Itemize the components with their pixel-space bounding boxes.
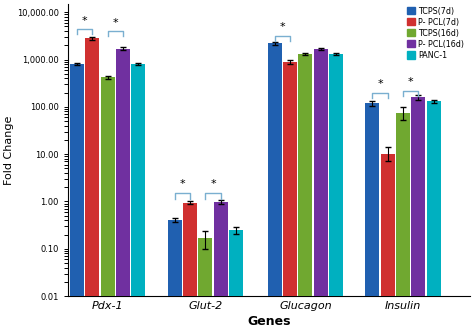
- Text: *: *: [280, 22, 285, 32]
- Y-axis label: Fold Change: Fold Change: [4, 115, 14, 185]
- Bar: [214, 202, 228, 332]
- Text: *: *: [408, 77, 413, 87]
- Bar: [198, 238, 212, 332]
- Text: *: *: [210, 179, 216, 189]
- Bar: [329, 54, 343, 332]
- Bar: [396, 113, 410, 332]
- Legend: TCPS(7d), P- PCL(7d), TCPS(16d), P- PCL(16d), PANC-1: TCPS(7d), P- PCL(7d), TCPS(16d), P- PCL(…: [406, 5, 466, 61]
- Bar: [381, 154, 395, 332]
- Bar: [116, 48, 130, 332]
- Text: *: *: [82, 16, 88, 26]
- Text: *: *: [180, 179, 185, 189]
- Bar: [268, 43, 282, 332]
- Text: *: *: [112, 18, 118, 28]
- Bar: [70, 64, 84, 332]
- Bar: [100, 77, 115, 332]
- Bar: [168, 220, 182, 332]
- Bar: [85, 39, 100, 332]
- Bar: [314, 48, 328, 332]
- Bar: [427, 102, 441, 332]
- Bar: [298, 54, 312, 332]
- Text: *: *: [377, 79, 383, 89]
- X-axis label: Genes: Genes: [247, 315, 291, 328]
- Bar: [229, 230, 243, 332]
- Bar: [283, 62, 297, 332]
- Bar: [183, 203, 197, 332]
- Bar: [365, 103, 380, 332]
- Bar: [131, 64, 146, 332]
- Bar: [411, 97, 425, 332]
